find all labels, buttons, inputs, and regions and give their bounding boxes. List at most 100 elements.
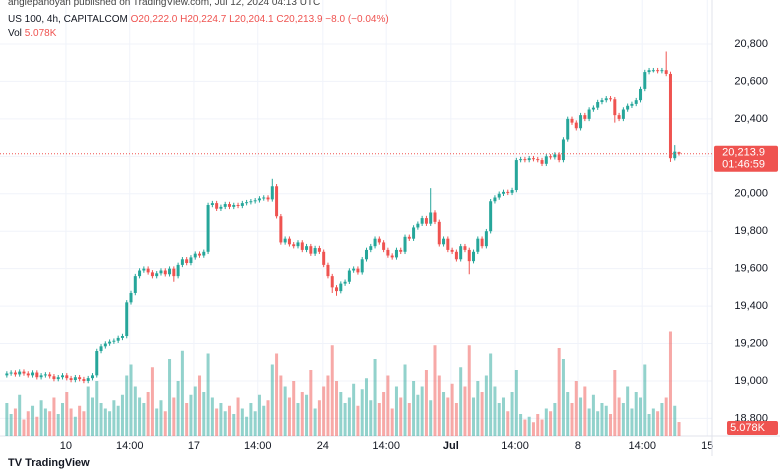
candle-body — [253, 200, 257, 202]
volume-tag-label: 5.078K — [730, 422, 766, 434]
volume-bar — [13, 408, 17, 436]
volume-bar — [647, 414, 651, 436]
volume-bar — [82, 411, 86, 436]
candle-body — [536, 159, 540, 161]
volume-bar — [497, 403, 501, 436]
volume-bar — [317, 400, 321, 436]
candle-body — [643, 72, 647, 89]
candle-body — [506, 191, 510, 193]
candle-body — [43, 374, 47, 376]
candle-body — [262, 197, 266, 199]
volume-bar — [660, 403, 664, 436]
candle-body — [116, 337, 120, 341]
volume-bar — [609, 414, 613, 436]
y-tick-label: 20,400 — [734, 113, 768, 125]
candle-body — [35, 372, 39, 378]
candle-body — [484, 231, 488, 247]
candle-body — [129, 292, 133, 303]
volume-bar — [677, 422, 681, 436]
candle-body — [5, 373, 9, 376]
volume-bar — [450, 383, 454, 436]
volume-bar — [155, 408, 159, 436]
volume-bar — [305, 394, 309, 436]
volume-bar — [639, 397, 643, 436]
volume-bar — [35, 416, 39, 436]
volume-bar — [133, 386, 137, 436]
candle-body — [574, 122, 578, 129]
candle-body — [155, 273, 159, 277]
candle-body — [651, 70, 655, 72]
volume-tag — [727, 421, 778, 436]
volume-bar — [275, 353, 279, 436]
candle-body — [120, 336, 124, 338]
volume-bar — [48, 411, 52, 436]
candle-body — [634, 100, 638, 104]
candle-body — [206, 204, 210, 252]
y-tick-label: 19,600 — [734, 263, 768, 275]
candle-body — [257, 198, 261, 201]
volume-bar — [394, 386, 398, 436]
volume-bar — [437, 375, 441, 436]
volume-bar — [347, 397, 351, 436]
volume-bar — [125, 375, 129, 436]
volume-bar — [664, 397, 668, 436]
volume-bar — [43, 408, 47, 436]
candle-body — [489, 201, 493, 232]
volume-bar — [412, 381, 416, 436]
volume-bar — [617, 397, 621, 436]
last-price-label: 20,213.9 — [722, 147, 765, 159]
candle-body — [540, 160, 544, 164]
candle-body — [424, 218, 428, 224]
candle-body — [531, 158, 535, 160]
candle-body — [185, 259, 189, 264]
candle-body — [69, 378, 73, 381]
candle-body — [617, 115, 621, 119]
volume-bar — [232, 414, 236, 436]
candle-body — [13, 372, 17, 375]
volume-bar — [219, 403, 223, 436]
candle-body — [352, 268, 356, 271]
volume-bar — [296, 403, 300, 436]
candle-body — [356, 268, 360, 273]
candle-body — [283, 238, 287, 243]
candle-body — [647, 70, 651, 73]
candle-body — [673, 151, 677, 159]
volume-bar — [544, 408, 548, 436]
candle-body — [587, 109, 591, 119]
volume-bar — [253, 411, 257, 436]
candle-body — [202, 251, 206, 256]
volume-bar — [480, 392, 484, 436]
candle-body — [317, 248, 321, 252]
candle-body — [399, 249, 403, 252]
x-tick-label: 15 — [701, 440, 713, 452]
candle-body — [343, 281, 347, 284]
volume-bar — [377, 403, 381, 436]
candle-body — [330, 276, 334, 288]
candle-body — [309, 246, 313, 254]
candle-body — [390, 255, 394, 258]
low-value: L20,204.1 — [229, 14, 274, 25]
volume-bar — [433, 345, 437, 436]
volume-bar — [540, 419, 544, 436]
candle-body — [103, 343, 107, 347]
volume-bar — [257, 394, 261, 436]
candle-body — [677, 152, 681, 154]
candle-body — [305, 246, 309, 250]
candle-body — [249, 201, 253, 203]
volume-bar — [668, 331, 672, 436]
candle-body — [609, 98, 613, 100]
candle-body — [215, 203, 219, 209]
candle-body — [133, 276, 137, 293]
volume-bar — [510, 392, 514, 436]
volume-bar — [326, 375, 330, 436]
volume-bar — [382, 392, 386, 436]
candle-body — [604, 98, 608, 101]
y-tick-label: 20,000 — [734, 188, 768, 200]
x-tick-label: 14:00 — [116, 440, 144, 452]
volume-bar — [163, 411, 167, 436]
candle-body — [172, 268, 176, 277]
volume-bar — [484, 375, 488, 436]
candle-body — [600, 100, 604, 103]
volume-bar — [613, 370, 617, 436]
volume-bar — [112, 400, 116, 436]
